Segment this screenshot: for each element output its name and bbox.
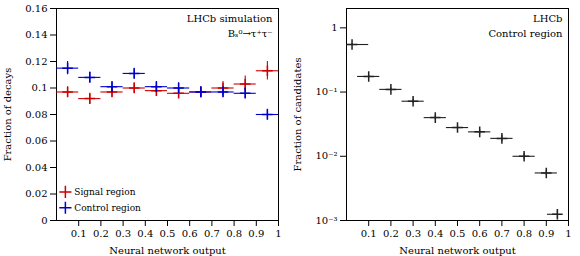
svg-text:Control region: Control region — [74, 203, 141, 213]
svg-text:0.08: 0.08 — [25, 109, 47, 120]
svg-text:0.02: 0.02 — [25, 188, 47, 199]
svg-text:0.3: 0.3 — [115, 228, 131, 239]
svg-text:0.14: 0.14 — [25, 29, 47, 40]
svg-text:0.1: 0.1 — [71, 228, 87, 239]
svg-text:Control region: Control region — [488, 28, 563, 39]
svg-text:0.4: 0.4 — [137, 228, 153, 239]
svg-text:0.2: 0.2 — [383, 228, 399, 239]
svg-text:Signal region: Signal region — [74, 187, 135, 197]
svg-text:0.8: 0.8 — [226, 228, 242, 239]
svg-text:0.8: 0.8 — [516, 228, 532, 239]
svg-text:0: 0 — [41, 215, 47, 226]
svg-text:LHCb: LHCb — [533, 13, 562, 24]
svg-text:Neural network output: Neural network output — [109, 245, 226, 256]
svg-text:1: 1 — [275, 228, 281, 239]
svg-text:0.6: 0.6 — [472, 228, 488, 239]
svg-text:0.6: 0.6 — [182, 228, 198, 239]
svg-text:0.3: 0.3 — [405, 228, 421, 239]
svg-text:0.04: 0.04 — [25, 162, 47, 173]
svg-text:0.06: 0.06 — [25, 135, 47, 146]
svg-text:1: 1 — [331, 22, 337, 33]
svg-text:10⁻²: 10⁻² — [315, 150, 337, 161]
svg-text:Fraction of candidates: Fraction of candidates — [292, 57, 303, 171]
svg-text:0.12: 0.12 — [25, 56, 47, 67]
svg-text:0.5: 0.5 — [160, 228, 176, 239]
svg-text:0.4: 0.4 — [427, 228, 443, 239]
svg-text:0.1: 0.1 — [32, 82, 48, 93]
svg-text:LHCb simulation: LHCb simulation — [187, 13, 273, 24]
svg-text:0.9: 0.9 — [538, 228, 554, 239]
svg-text:Neural network output: Neural network output — [399, 245, 516, 256]
svg-text:0.1: 0.1 — [361, 228, 377, 239]
svg-text:1: 1 — [565, 228, 571, 239]
svg-text:10⁻³: 10⁻³ — [315, 215, 337, 226]
svg-text:0.9: 0.9 — [248, 228, 264, 239]
svg-text:0.7: 0.7 — [494, 228, 510, 239]
svg-text:0.7: 0.7 — [204, 228, 220, 239]
svg-text:0.5: 0.5 — [450, 228, 466, 239]
svg-text:Fraction of decays: Fraction of decays — [2, 68, 13, 162]
svg-text:0.2: 0.2 — [93, 228, 109, 239]
svg-text:0.16: 0.16 — [25, 3, 47, 14]
svg-text:10⁻¹: 10⁻¹ — [315, 86, 337, 97]
svg-text:Bₛ⁰→τ⁺τ⁻: Bₛ⁰→τ⁺τ⁻ — [228, 28, 273, 39]
